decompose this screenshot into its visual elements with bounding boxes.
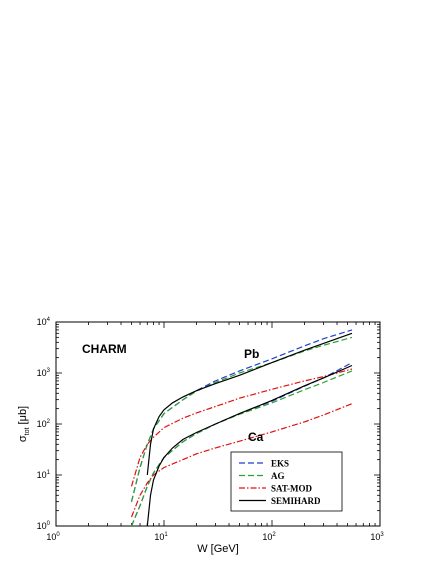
y-axis-label-main: σ: [17, 435, 29, 442]
series-layer: [130, 329, 353, 527]
group-label-pb: Pb: [244, 347, 259, 361]
x-axis-label: W [GeV]: [197, 543, 239, 555]
legend: EKS AG SAT-MOD SEMIHARD: [230, 451, 343, 512]
panel-label-charm: CHARM: [82, 342, 127, 356]
x-tick-label: 101: [154, 532, 168, 542]
series-line-semihard-ca: [146, 364, 353, 527]
y-tick-label: 104: [37, 317, 51, 327]
x-tick-labels: 100 101 102 103: [46, 532, 384, 542]
x-tick-label: 103: [370, 532, 384, 542]
series-line-ag-pb: [130, 336, 353, 502]
group-label-ca: Ca: [248, 430, 264, 444]
svg-text:σtot [μb]: σtot [μb]: [17, 406, 31, 442]
legend-label-sat-mod: SAT-MOD: [271, 484, 313, 494]
x-tick-label: 100: [46, 532, 60, 542]
y-tick-labels: 100 101 102 103 104: [37, 317, 51, 531]
legend-label-eks: EKS: [271, 459, 289, 469]
y-axis-label-sub: tot: [24, 427, 31, 435]
x-tick-label: 102: [262, 532, 276, 542]
y-tick-label: 102: [37, 419, 51, 429]
series-line-sat-mod-ca: [130, 403, 353, 518]
y-tick-label: 100: [37, 521, 51, 531]
y-axis-label: σtot [μb]: [17, 406, 31, 442]
series-line-sat-mod-pb: [130, 368, 353, 487]
y-tick-label: 103: [37, 368, 51, 378]
axis-ticks: [55, 322, 380, 527]
y-axis-label-unit: [μb]: [17, 406, 29, 425]
series-line-semihard-pb: [146, 332, 353, 476]
y-tick-label: 101: [37, 470, 51, 480]
legend-box: [230, 451, 343, 512]
legend-label-semihard: SEMIHARD: [271, 496, 321, 506]
legend-label-ag: AG: [271, 471, 285, 481]
